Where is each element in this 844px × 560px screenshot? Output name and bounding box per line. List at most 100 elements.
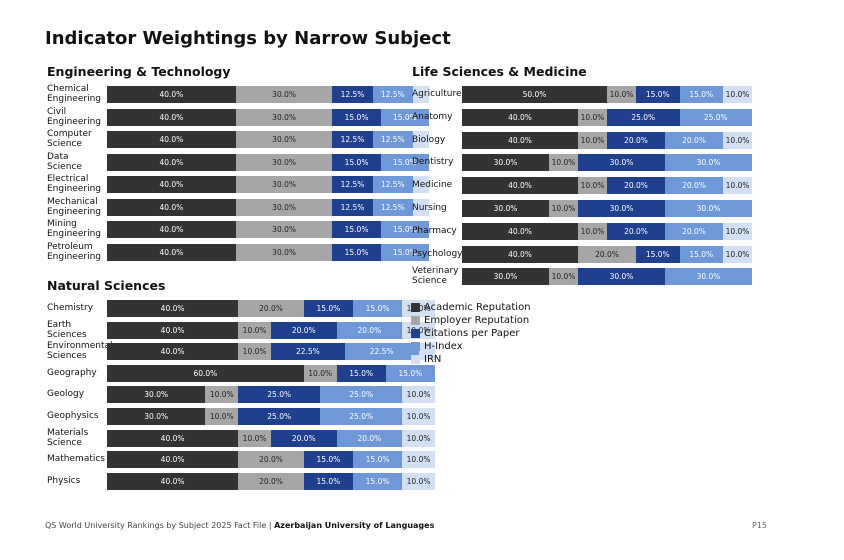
data-label: 30.0% [696, 158, 721, 168]
footer-source: QS World University Rankings by Subject … [45, 521, 272, 530]
data-label: 40.0% [159, 180, 184, 189]
category-label: Petroleum Engineering [47, 241, 101, 262]
bar-segment-academic-reputation: 50.0% [462, 86, 607, 103]
bar-segment-h-index: 15.0% [352, 300, 403, 317]
bar-segment-academic-reputation: 30.0% [462, 268, 549, 286]
bar-segment-academic-reputation: 40.0% [462, 177, 578, 195]
stacked-bar: 40.0%10.0%20.0%20.0%10.0% [107, 321, 435, 339]
data-label: 20.0% [259, 304, 283, 313]
data-label: 40.0% [159, 247, 184, 257]
bar-segment-academic-reputation: 40.0% [462, 108, 578, 126]
bar-row: Environmental Sciences 40.0% 10.0% 22.5% 22.… [47, 341, 435, 361]
data-label: 15.0% [344, 157, 369, 167]
bar-segment-academic-reputation: 60.0% [107, 364, 304, 382]
bar-segment-irn: 10.0% [723, 131, 752, 149]
data-label: 20.0% [259, 455, 283, 465]
bar-segment-employer-reputation: 10.0% [238, 429, 271, 447]
category-label: Civil Engineering [47, 106, 101, 127]
data-label: 15.0% [365, 304, 390, 313]
data-label: 30.0% [272, 202, 296, 212]
stacked-bar: 40.0%10.0%20.0%20.0%10.0% [462, 177, 752, 195]
data-label: 10.0% [406, 412, 431, 421]
page-title: Indicator Weightings by Narrow Subject [45, 28, 451, 49]
data-label: 10.0% [580, 181, 605, 191]
legend-item: H-Index [411, 340, 531, 353]
data-label: 30.0% [272, 225, 296, 234]
legend-swatch [411, 342, 420, 351]
data-label: 10.0% [242, 325, 267, 335]
bar-segment-h-index: 15.0% [380, 153, 429, 171]
data-label: 15.0% [344, 112, 369, 122]
data-label: 30.0% [272, 157, 296, 167]
page-number: P15 [752, 521, 768, 530]
data-label: 30.0% [493, 158, 518, 168]
bar-segment-h-index: 15.0% [380, 243, 429, 261]
bar-segment-citations-per-paper: 20.0% [607, 222, 665, 240]
legend-label: Academic Reputation [424, 302, 531, 313]
data-label: 10.0% [725, 181, 750, 191]
data-label: 30.0% [144, 412, 169, 421]
data-label: 40.0% [159, 135, 184, 144]
data-label: 30.0% [696, 204, 721, 213]
bar-segment-citations-per-paper: 12.5% [332, 198, 373, 216]
bar-row: Geology 30.0% 10.0% 25.0% 25.0% 10.0% [47, 384, 435, 404]
data-label: 25.0% [267, 412, 292, 421]
bar-segment-citations-per-paper: 15.0% [332, 153, 381, 171]
data-label: 20.0% [595, 249, 619, 259]
data-label: 25.0% [267, 390, 292, 400]
bar-segment-employer-reputation: 10.0% [205, 408, 239, 425]
data-label: 25.0% [631, 112, 656, 122]
bar-segment-employer-reputation: 10.0% [238, 343, 271, 361]
bar-segment-employer-reputation: 20.0% [238, 451, 304, 469]
category-label: Electrical Engineering [47, 174, 101, 194]
bar-segment-employer-reputation: 10.0% [549, 268, 578, 286]
data-label: 30.0% [272, 180, 296, 189]
data-label: 40.0% [159, 202, 184, 212]
legend-label: IRN [424, 354, 442, 365]
bar-segment-employer-reputation: 30.0% [235, 198, 333, 216]
bar-segment-employer-reputation: 10.0% [238, 321, 271, 339]
data-label: 30.0% [493, 204, 518, 213]
bar-segment-academic-reputation: 40.0% [107, 86, 236, 103]
bar-segment-academic-reputation: 40.0% [107, 131, 236, 148]
bar-segment-academic-reputation: 40.0% [107, 108, 236, 126]
category-label: Mathematics [47, 454, 105, 465]
data-label: 20.0% [357, 433, 382, 443]
bar-row: Anatomy 40.0% 10.0% 25.0% 25.0% [412, 107, 752, 127]
legend-item: Citations per Paper [411, 327, 531, 340]
data-label: 40.0% [160, 347, 185, 357]
bar-segment-citations-per-paper: 25.0% [607, 108, 680, 126]
data-label: 10.0% [580, 135, 605, 145]
bar-row: Geography 60.0% 10.0% 15.0% 15.0% [47, 363, 435, 383]
data-label: 12.5% [340, 202, 365, 212]
bar-segment-academic-reputation: 40.0% [107, 176, 236, 193]
bar-segment-academic-reputation: 30.0% [462, 154, 549, 172]
bar-segment-irn: 10.0% [723, 245, 752, 263]
bar-segment-employer-reputation: 30.0% [235, 108, 333, 126]
bar-segment-employer-reputation: 10.0% [578, 131, 607, 149]
data-label: 30.0% [144, 390, 169, 400]
legend-swatch [411, 355, 420, 364]
data-label: 30.0% [609, 158, 634, 168]
bar-segment-citations-per-paper: 15.0% [303, 472, 353, 490]
bar-row: Computer Science 40.0% 30.0% 12.5% 12.5% [47, 129, 429, 149]
data-label: 10.0% [242, 347, 267, 357]
data-label: 15.0% [689, 249, 714, 259]
category-label: Environmental Sciences [47, 341, 113, 362]
category-label: Psychology [412, 248, 463, 259]
data-label: 10.0% [580, 226, 605, 236]
stacked-bar: 40.0%10.0%20.0%20.0%10.0% [107, 429, 435, 447]
data-label: 40.0% [508, 181, 532, 191]
stacked-bar: 40.0% 20.0% 15.0% 15.0% 10.0% [107, 451, 435, 469]
bar-segment-employer-reputation: 10.0% [578, 108, 607, 126]
stacked-bar: 40.0% 30.0% 15.0% 15.0% [107, 243, 429, 261]
data-label: 30.0% [272, 247, 296, 257]
bar-row: Mathematics 40.0% 20.0% 15.0% 15.0% 10.0% [47, 449, 435, 469]
bar-segment-irn: 10.0% [402, 408, 435, 425]
stacked-bar: 40.0% 30.0% 15.0% 15.0% [107, 108, 429, 126]
data-label: 15.0% [392, 112, 417, 122]
bar-segment-academic-reputation: 40.0% [107, 198, 236, 216]
bar-segment-h-index: 15.0% [679, 86, 723, 103]
bar-segment-employer-reputation: 30.0% [235, 86, 333, 103]
data-label: 10.0% [725, 135, 750, 145]
